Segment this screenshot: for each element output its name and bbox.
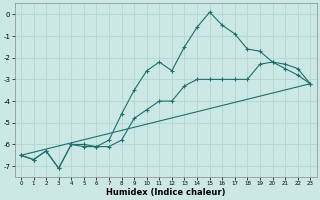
X-axis label: Humidex (Indice chaleur): Humidex (Indice chaleur) <box>106 188 225 197</box>
